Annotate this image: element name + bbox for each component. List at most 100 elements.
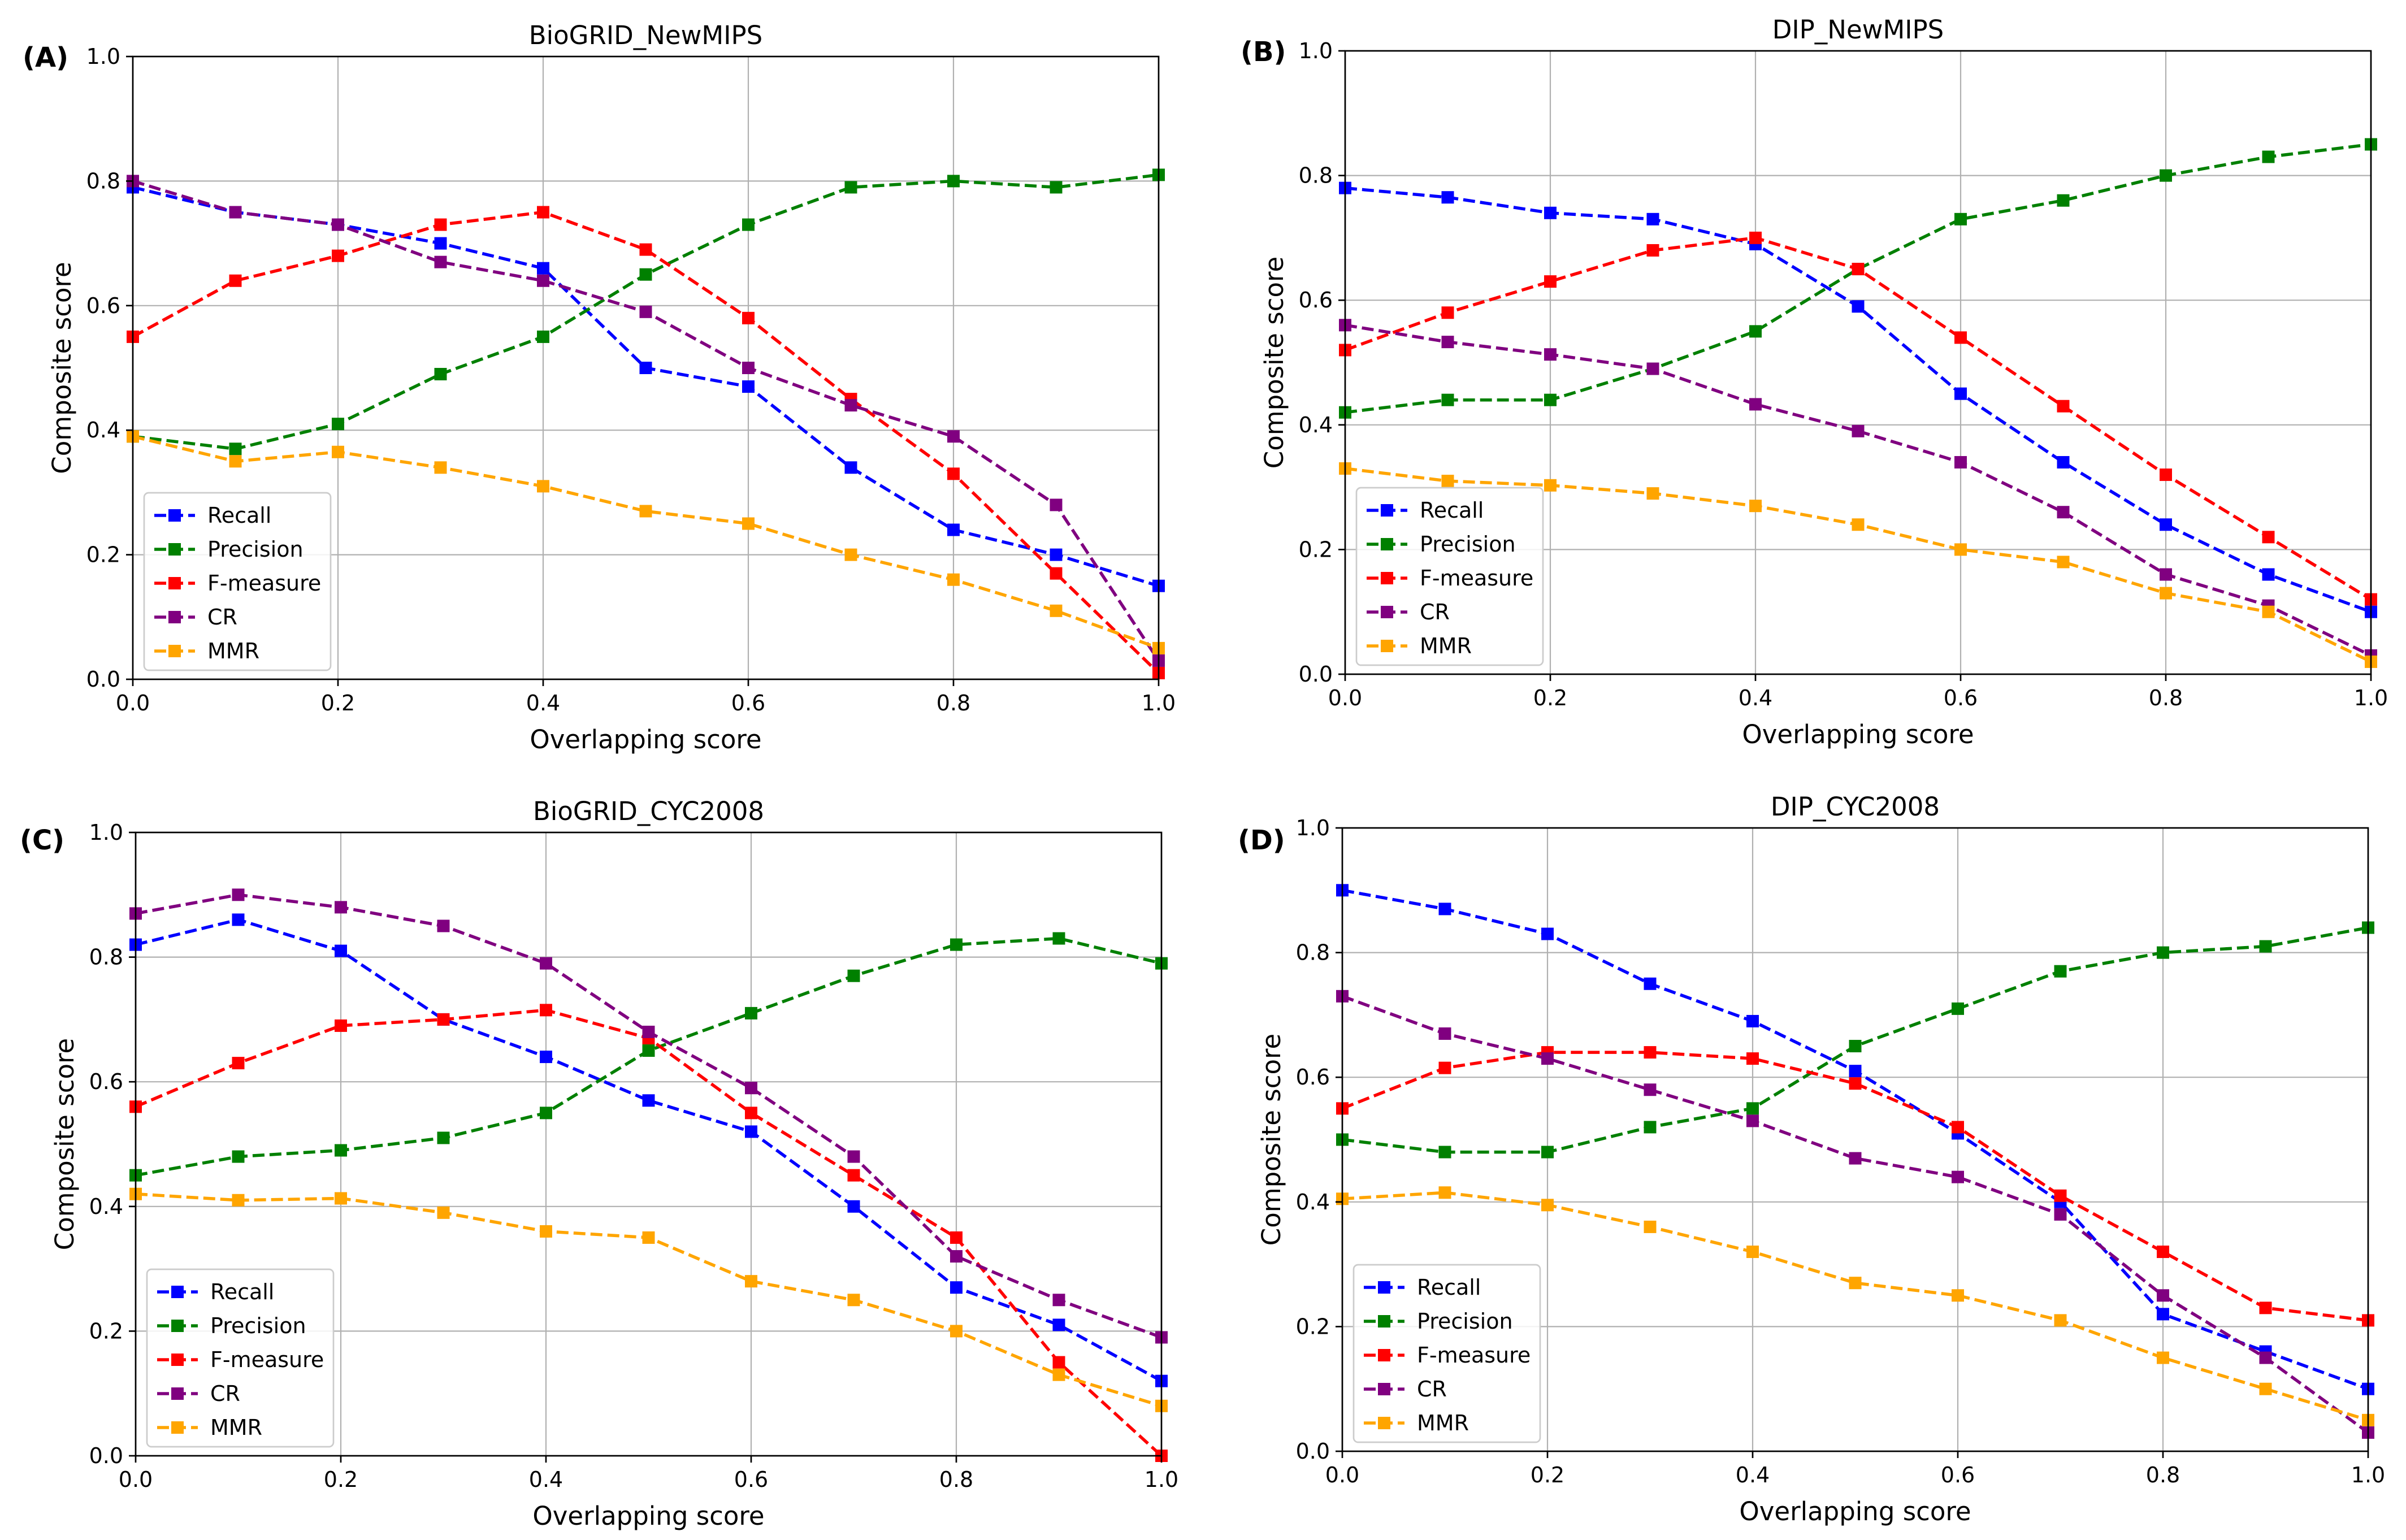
plot-frame — [1344, 50, 2372, 675]
data-point — [434, 237, 447, 250]
data-point — [2262, 568, 2275, 581]
x-tick-label: 0.6 — [731, 691, 765, 715]
data-point — [947, 573, 960, 586]
series-line — [132, 210, 1160, 674]
data-point — [1849, 1077, 1862, 1090]
x-tick-label: 0.4 — [526, 691, 560, 715]
data-point — [1052, 1294, 1065, 1307]
x-tick-label: 1.0 — [1145, 1467, 1178, 1492]
data-point — [332, 445, 344, 458]
x-tick-label: 0.4 — [1739, 686, 1772, 710]
data-point — [1749, 325, 1762, 338]
y-tick-label: 0.0 — [1296, 1439, 1330, 1464]
data-point — [1849, 1065, 1862, 1078]
legend-label: Recall — [1417, 1275, 1481, 1300]
data-point — [1441, 191, 1454, 204]
series-f-measure — [129, 1004, 1168, 1462]
legend-item: CR — [1364, 1377, 1447, 1402]
data-point — [1438, 1186, 1451, 1199]
series-mmr — [1336, 1186, 2374, 1426]
x-tick-label: 0.2 — [321, 691, 355, 715]
data-point — [947, 467, 960, 480]
data-point — [537, 206, 549, 219]
legend-marker — [168, 543, 181, 556]
panel-label: (A) — [23, 42, 68, 73]
data-point — [847, 1150, 860, 1163]
data-point — [2160, 587, 2172, 600]
data-point — [2157, 1308, 2169, 1321]
y-tick-label: 0.6 — [89, 1069, 123, 1094]
data-point — [1852, 424, 1865, 437]
legend-item: Recall — [157, 1279, 274, 1304]
x-axis-label: Overlapping score — [1739, 1496, 1971, 1526]
series-line — [1342, 995, 2369, 1434]
data-point — [1050, 548, 1063, 561]
legend-item: Precision — [154, 537, 304, 562]
legend-label: Recall — [1420, 498, 1484, 523]
legend-marker — [1381, 504, 1393, 517]
data-point — [1749, 500, 1762, 513]
data-point — [844, 461, 857, 474]
data-point — [540, 1051, 552, 1064]
data-point — [229, 206, 242, 219]
data-point — [742, 218, 755, 231]
data-point — [1644, 977, 1657, 990]
data-point — [2259, 1351, 2272, 1364]
data-point — [2057, 506, 2070, 519]
data-point — [332, 249, 344, 262]
data-point — [742, 380, 755, 393]
data-point — [1052, 1356, 1065, 1369]
series-line — [1342, 1191, 2369, 1422]
x-tick-label: 1.0 — [2354, 686, 2388, 710]
series-line — [135, 936, 1162, 1177]
data-point — [229, 455, 242, 468]
data-point — [540, 1004, 552, 1017]
data-point — [1954, 543, 1967, 556]
y-tick-label: 0.6 — [1296, 1065, 1330, 1090]
x-axis-label: Overlapping score — [530, 725, 761, 754]
legend-marker — [168, 509, 181, 522]
x-tick-label: 0.2 — [324, 1467, 358, 1492]
y-axis-label: Composite score — [1256, 1034, 1286, 1246]
plot-frame — [135, 831, 1163, 1457]
data-point — [1746, 1246, 1759, 1259]
data-point — [335, 1019, 347, 1032]
data-point — [742, 517, 755, 530]
legend-item: MMR — [157, 1415, 262, 1440]
data-point — [2259, 1302, 2272, 1315]
data-point — [2262, 605, 2275, 618]
x-tick-label: 0.8 — [2146, 1463, 2180, 1487]
legend-marker — [1378, 1383, 1390, 1395]
data-point — [642, 1094, 655, 1107]
data-point — [2157, 1246, 2169, 1259]
data-point — [742, 311, 755, 324]
legend-label: MMR — [1417, 1411, 1469, 1435]
legend-label: MMR — [1420, 634, 1472, 658]
y-tick-label: 0.6 — [1299, 288, 1333, 313]
y-axis-label: Composite score — [47, 262, 77, 474]
data-point — [847, 969, 860, 982]
data-point — [332, 218, 344, 231]
data-point — [642, 1044, 655, 1057]
data-point — [1644, 1083, 1657, 1096]
data-point — [232, 1057, 245, 1070]
chart-panel-4: 0.0 0.2 0.4 0.6 0.8 1.0 0.0 0.2 0.4 0.6 0.8 1.0 DIP_… — [1238, 792, 2385, 1526]
y-tick-label: 0.4 — [86, 418, 120, 443]
legend-box — [143, 492, 332, 671]
legend-item: F-measure — [154, 571, 321, 596]
data-point — [1438, 1061, 1451, 1074]
plot-frame — [132, 55, 1160, 680]
data-point — [2057, 400, 2070, 413]
y-tick-label: 0.8 — [1296, 940, 1330, 965]
legend: Recall Precision F-measure CR MMR — [1355, 487, 1544, 666]
x-tick-label: 0.6 — [1941, 1463, 1975, 1487]
data-point — [335, 1192, 347, 1205]
data-point — [537, 480, 549, 493]
data-point — [1849, 1040, 1862, 1053]
data-point — [1749, 398, 1762, 411]
y-tick-label: 0.6 — [86, 293, 120, 318]
legend-item: Recall — [154, 503, 271, 528]
data-point — [1441, 306, 1454, 319]
data-point — [1052, 1318, 1065, 1331]
